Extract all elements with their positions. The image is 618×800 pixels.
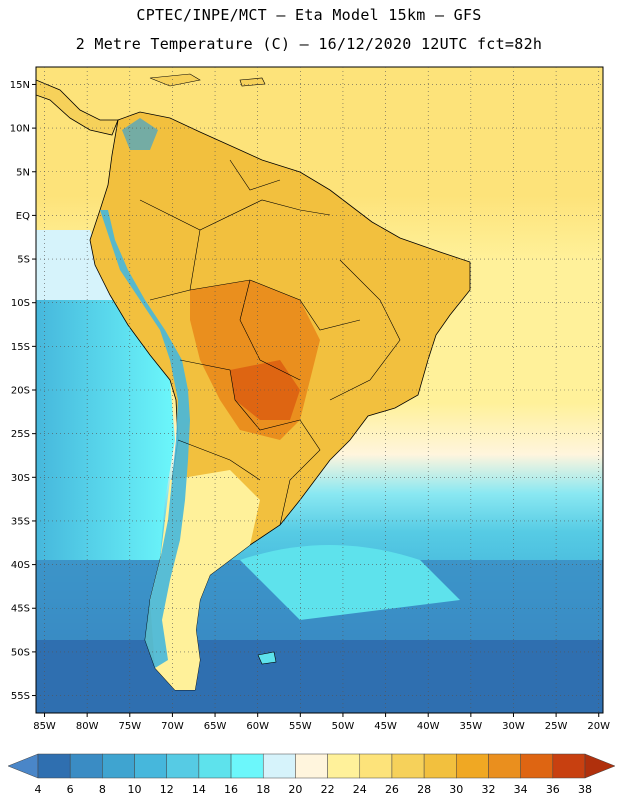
colorbar-label: 6 bbox=[67, 783, 74, 796]
colorbar-label: 12 bbox=[160, 783, 174, 796]
lat-tick-label: 50S bbox=[11, 647, 30, 658]
lat-tick-label: 10N bbox=[10, 124, 30, 135]
colorbar-swatch bbox=[295, 753, 328, 779]
colorbar-label: 26 bbox=[385, 783, 399, 796]
colorbar-swatch bbox=[552, 753, 586, 779]
lat-tick-label: 20S bbox=[11, 386, 30, 397]
colorbar-swatch bbox=[37, 753, 71, 779]
colorbar-label: 22 bbox=[321, 783, 335, 796]
chart-title-line1: CPTEC/INPE/MCT – Eta Model 15km – GFS bbox=[136, 6, 482, 24]
lon-tick-label: 45W bbox=[374, 721, 397, 732]
country-borders bbox=[139, 159, 401, 526]
colorbar-label: 38 bbox=[578, 783, 592, 796]
lat-tick-label: 25S bbox=[11, 429, 30, 440]
lon-tick-label: 65W bbox=[204, 721, 227, 732]
graticule bbox=[36, 67, 603, 713]
lat-tick-label: 30S bbox=[11, 473, 30, 484]
colorbar-swatch bbox=[134, 753, 167, 779]
colorbar-label: 24 bbox=[353, 783, 367, 796]
lat-tick-label: 15S bbox=[11, 342, 30, 353]
lon-tick-label: 50W bbox=[332, 721, 355, 732]
southern-ocean-deep bbox=[36, 640, 603, 713]
lon-tick-label: 80W bbox=[76, 721, 99, 732]
lon-tick-label: 70W bbox=[161, 721, 184, 732]
lat-tick-label: 15N bbox=[10, 80, 30, 91]
colorbar-label: 28 bbox=[417, 783, 431, 796]
lon-tick-label: 35W bbox=[460, 721, 483, 732]
colorbar-label: 8 bbox=[99, 783, 106, 796]
colorbar-label: 14 bbox=[192, 783, 206, 796]
lon-tick-label: 55W bbox=[289, 721, 312, 732]
north-andes bbox=[122, 118, 158, 150]
colorbar-label: 32 bbox=[481, 783, 495, 796]
colorbar-label: 20 bbox=[288, 783, 302, 796]
lat-tick-label: 5N bbox=[16, 167, 30, 178]
lon-tick-label: 60W bbox=[246, 721, 269, 732]
colorbar-label: 18 bbox=[256, 783, 270, 796]
lat-tick-label: 10S bbox=[11, 298, 30, 309]
pacific-coastal bbox=[36, 230, 120, 300]
colorbar-swatch bbox=[230, 753, 264, 779]
lat-tick-label: 35S bbox=[11, 516, 30, 527]
colorbar-label: 4 bbox=[35, 783, 42, 796]
colorbar-label: 10 bbox=[128, 783, 142, 796]
colorbar-label: 30 bbox=[449, 783, 463, 796]
lon-tick-label: 30W bbox=[502, 721, 525, 732]
lat-tick-label: 55S bbox=[11, 691, 30, 702]
chart-title-line2: 2 Metre Temperature (C) – 16/12/2020 12U… bbox=[75, 35, 543, 53]
colorbar-label: 16 bbox=[224, 783, 238, 796]
colorbar-swatch bbox=[327, 753, 361, 779]
atlantic-cool-band bbox=[240, 545, 460, 620]
colorbar-swatch bbox=[456, 753, 489, 779]
colorbar-swatch bbox=[520, 753, 554, 779]
lon-tick-label: 20W bbox=[587, 721, 610, 732]
colorbar-label: 34 bbox=[514, 783, 528, 796]
andes-cold-strip bbox=[100, 210, 190, 668]
lon-tick-label: 85W bbox=[33, 721, 56, 732]
lat-tick-label: EQ bbox=[16, 211, 30, 222]
lat-tick-label: 5S bbox=[17, 255, 30, 266]
latitude-axis: 15N 10N 5N EQ 5S 10S 15S 20S 25S 30S 35S 40S 45S 50S 5… bbox=[10, 80, 36, 702]
lon-tick-label: 40W bbox=[417, 721, 440, 732]
colorbar-swatch bbox=[423, 753, 457, 779]
falkland-islands bbox=[257, 651, 277, 665]
colorbar-swatch bbox=[166, 753, 200, 779]
caribbean-islands bbox=[149, 73, 201, 87]
colorbar-arrow-low bbox=[7, 753, 39, 779]
colorbar-swatch bbox=[262, 753, 296, 779]
colorbar-swatch bbox=[198, 753, 232, 779]
colorbar-swatch bbox=[102, 753, 135, 779]
lon-tick-label: 25W bbox=[545, 721, 568, 732]
lat-tick-label: 45S bbox=[11, 604, 30, 615]
lon-tick-label: 75W bbox=[118, 721, 141, 732]
temperature-field bbox=[36, 67, 603, 713]
central-america-land bbox=[36, 79, 119, 136]
colorbar-label: 36 bbox=[546, 783, 560, 796]
caribbean-islands-2 bbox=[239, 77, 266, 87]
colorbar-swatch bbox=[391, 753, 425, 779]
longitude-axis: 85W 80W 75W 70W 65W 60W 55W 50W 45W 40W 35W 30W 25W 2… bbox=[33, 713, 610, 732]
colorbar-arrow-high bbox=[584, 753, 616, 779]
colorbar: 4 6 8 10 12 14 16 18 20 22 24 26 28 30 32 34 36 38 bbox=[7, 753, 616, 796]
colorbar-swatch bbox=[359, 753, 393, 779]
colorbar-swatch bbox=[488, 753, 521, 779]
pacific-field bbox=[36, 300, 175, 560]
lat-tick-label: 40S bbox=[11, 560, 30, 571]
colorbar-swatch bbox=[69, 753, 103, 779]
